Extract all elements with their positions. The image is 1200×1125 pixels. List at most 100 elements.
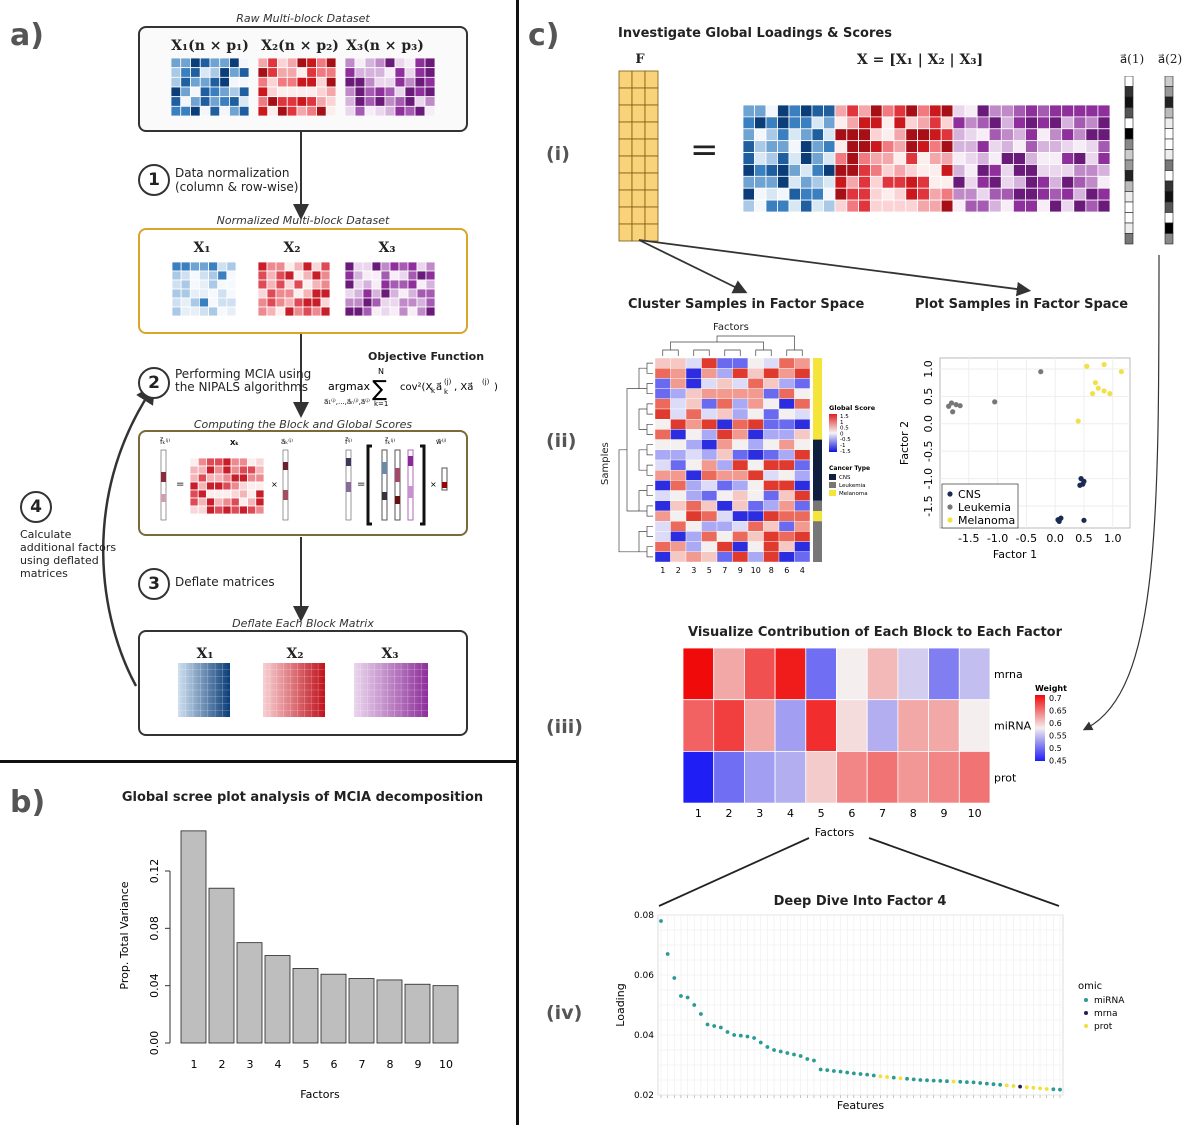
cluster-legend-tick: 1.5 <box>840 414 849 420</box>
panel-b-letter: b) <box>10 785 46 820</box>
raw-matrix-purple <box>345 58 435 116</box>
scatter-ytick: 1.0 <box>922 360 935 378</box>
block-hm-cell <box>774 751 807 804</box>
block-hm-cell <box>836 647 868 701</box>
scatter-ylabel: Factor 2 <box>898 421 911 465</box>
block-hm-col-label: 1 <box>695 807 702 820</box>
loading-point <box>891 1075 896 1080</box>
formula-k: k=1 <box>374 400 388 408</box>
cluster-legend-title: Global Score <box>829 404 876 412</box>
scatter-point <box>1077 482 1083 488</box>
objective-formula: argmax a⃗₁⁽ʲ⁾,...,a⃗ₙ⁽ʲ⁾,a⃗⁽ʲ⁾ N ∑ k=1 c… <box>324 367 498 408</box>
deep-dive-title: Deep Dive Into Factor 4 <box>773 894 947 909</box>
loading-point <box>898 1076 903 1081</box>
svg-text:=: = <box>357 479 365 490</box>
scatter-legend-item: Leukemia <box>958 501 1011 514</box>
scatter-xtick: 1.0 <box>1104 532 1122 545</box>
loading-point <box>925 1078 929 1083</box>
loading-point <box>958 1079 963 1084</box>
loading-point <box>659 919 663 923</box>
step4-line2: additional factors <box>20 541 117 554</box>
block-hm-col-label: 9 <box>940 807 947 820</box>
svg-text:×: × <box>271 480 278 489</box>
block-hm-col-label: 8 <box>910 807 917 820</box>
loading-point <box>878 1074 883 1079</box>
loading-legend-item: mrna <box>1094 1009 1118 1019</box>
roman-iv: (iv) <box>546 1002 583 1024</box>
loading-point <box>832 1069 836 1073</box>
loading-point <box>931 1078 936 1083</box>
scree-bar <box>236 942 263 1044</box>
svg-text:f⃗⁽ʲ⁾: f⃗⁽ʲ⁾ <box>344 437 352 446</box>
cluster-legend-tick: -1 <box>840 443 845 449</box>
cluster-legend-tick: -0.5 <box>840 437 851 443</box>
svg-text:): ) <box>494 382 498 393</box>
block-hm-xlabel: Factors <box>815 826 855 839</box>
block-hm-legend-tick: 0.45 <box>1049 757 1067 766</box>
loading-point <box>838 1069 843 1074</box>
cluster-col-label: 7 <box>722 566 727 575</box>
norm-matrix-red <box>258 262 330 316</box>
loading-point <box>745 1034 750 1039</box>
block-contrib-heatmap: mrna miRNA prot 1 2 3 4 5 6 7 8 9 10 Factors Weight0.7… <box>682 647 1067 839</box>
loading-ytick: 0.06 <box>634 971 654 981</box>
loading-point <box>1044 1087 1049 1091</box>
block-hm-row-label: prot <box>994 771 1017 784</box>
cancer-legend-item: CNS <box>839 475 851 481</box>
scree-xtick: 6 <box>331 1058 338 1071</box>
svg-text:f⃗ₖ⁽ʲ⁾: f⃗ₖ⁽ʲ⁾ <box>159 437 170 446</box>
global-loadings-title: Investigate Global Loadings & Scores <box>618 26 892 41</box>
scree-ylabel: Prop. Total Variance <box>118 881 131 989</box>
loading-point <box>851 1071 856 1076</box>
cluster-col-label: 8 <box>769 566 774 575</box>
block-hm-col-label: 6 <box>848 807 855 820</box>
block-hm-legend-tick: 0.7 <box>1049 694 1062 703</box>
scree-xtick: 9 <box>415 1058 422 1071</box>
formula-sum: ∑ <box>372 377 387 402</box>
scatter-ytick: -1.0 <box>922 468 935 489</box>
loading-point <box>738 1033 743 1038</box>
cluster-col-label: 10 <box>751 566 761 575</box>
loading-point <box>1018 1084 1022 1089</box>
loading-point <box>772 1048 776 1052</box>
block-hm-cell <box>866 751 899 804</box>
loading-ytick: 0.08 <box>634 911 654 921</box>
svg-text:=: = <box>176 479 184 490</box>
F-label: F <box>635 52 645 67</box>
loading-point <box>718 1025 723 1030</box>
block-hm-row-label: miRNA <box>994 720 1032 733</box>
cluster-factors-label: Factors <box>713 322 749 333</box>
block-hm-cell <box>958 751 991 804</box>
loading-point <box>818 1067 823 1072</box>
scatter-point <box>957 403 963 409</box>
loading-point <box>679 994 683 998</box>
a2-vector <box>1164 76 1174 245</box>
step1-badge: 1 <box>138 164 170 196</box>
flow-arrows <box>101 130 309 687</box>
block-hm-cell <box>774 699 807 752</box>
scree-xtick: 10 <box>439 1058 453 1071</box>
loading-point <box>1024 1085 1029 1090</box>
scatter-point <box>1101 361 1107 368</box>
formula-sub: a⃗₁⁽ʲ⁾,...,a⃗ₙ⁽ʲ⁾,a⃗⁽ʲ⁾ <box>324 398 370 406</box>
loading-point <box>998 1082 1003 1087</box>
scree-xlabel: Factors <box>300 1088 340 1101</box>
scatter-point <box>1075 418 1081 424</box>
block-hm-col-label: 5 <box>818 807 825 820</box>
compute-diagram: f⃗ₖ⁽ʲ⁾ = Xₖ × a⃗ₖ⁽ʲ⁾ f⃗⁽ʲ⁾ = f⃗ₖ⁽ʲ⁾ × w⃗… <box>159 437 448 526</box>
step4-line4: matrices <box>20 567 68 580</box>
loading-point <box>778 1049 783 1054</box>
loading-point <box>965 1080 969 1084</box>
step1-line2: (column & row-wise) <box>175 180 299 194</box>
scatter-point <box>1095 385 1101 391</box>
loading-point <box>699 1012 703 1016</box>
roman-ii: (ii) <box>546 430 577 452</box>
scatter-xlabel: Factor 1 <box>993 548 1037 561</box>
deflate-block-x2-label: X₂ <box>286 646 304 662</box>
scree-bar <box>292 968 319 1044</box>
scatter-point <box>1107 391 1113 397</box>
cluster-col-label: 1 <box>660 566 665 575</box>
deflate-caption: Deflate Each Block Matrix <box>232 617 374 630</box>
a1-vector <box>1124 76 1134 245</box>
vertical-divider <box>516 0 519 1125</box>
